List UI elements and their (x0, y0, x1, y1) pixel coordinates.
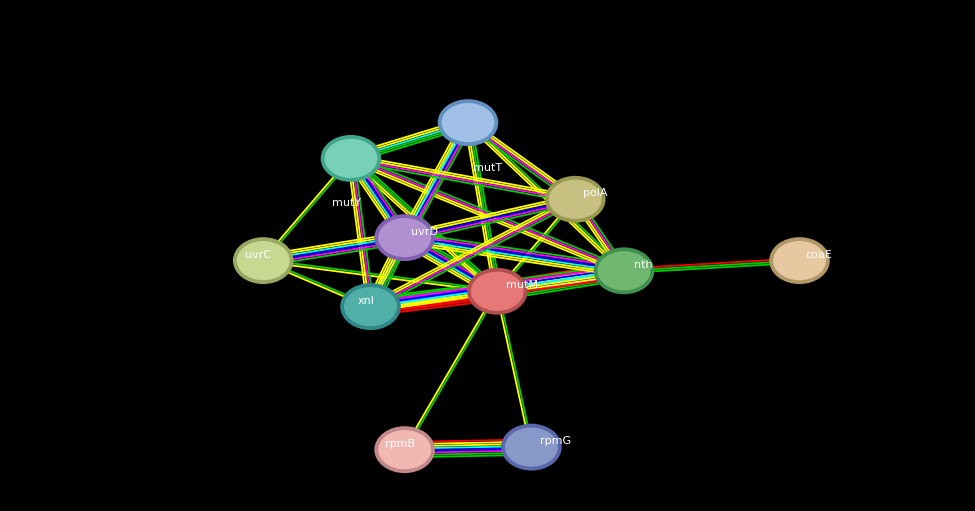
Ellipse shape (343, 286, 398, 327)
Ellipse shape (236, 240, 291, 281)
Ellipse shape (233, 237, 293, 284)
Ellipse shape (438, 99, 498, 146)
Ellipse shape (504, 427, 559, 468)
Ellipse shape (374, 426, 435, 473)
Ellipse shape (548, 179, 603, 220)
Ellipse shape (545, 176, 605, 223)
Ellipse shape (377, 429, 432, 470)
Ellipse shape (769, 237, 830, 284)
Ellipse shape (467, 268, 527, 315)
Text: rpmB: rpmB (385, 438, 414, 449)
Text: coaE: coaE (805, 249, 833, 260)
Ellipse shape (321, 135, 381, 182)
Ellipse shape (594, 247, 654, 294)
Text: xnl: xnl (357, 295, 374, 306)
Ellipse shape (441, 102, 495, 143)
Text: rpmG: rpmG (540, 436, 571, 446)
Ellipse shape (377, 217, 432, 258)
Text: mutM: mutM (506, 280, 537, 290)
Ellipse shape (501, 424, 562, 471)
Text: nth: nth (634, 260, 653, 270)
Ellipse shape (597, 250, 651, 291)
Text: mutT: mutT (473, 162, 502, 173)
Text: mutY: mutY (332, 198, 361, 208)
Ellipse shape (324, 138, 378, 179)
Ellipse shape (470, 271, 525, 312)
Ellipse shape (772, 240, 827, 281)
Text: polA: polA (582, 188, 607, 198)
Ellipse shape (374, 214, 435, 261)
Ellipse shape (340, 283, 401, 330)
Text: uvrC: uvrC (246, 249, 271, 260)
Text: uvrD: uvrD (410, 226, 438, 237)
